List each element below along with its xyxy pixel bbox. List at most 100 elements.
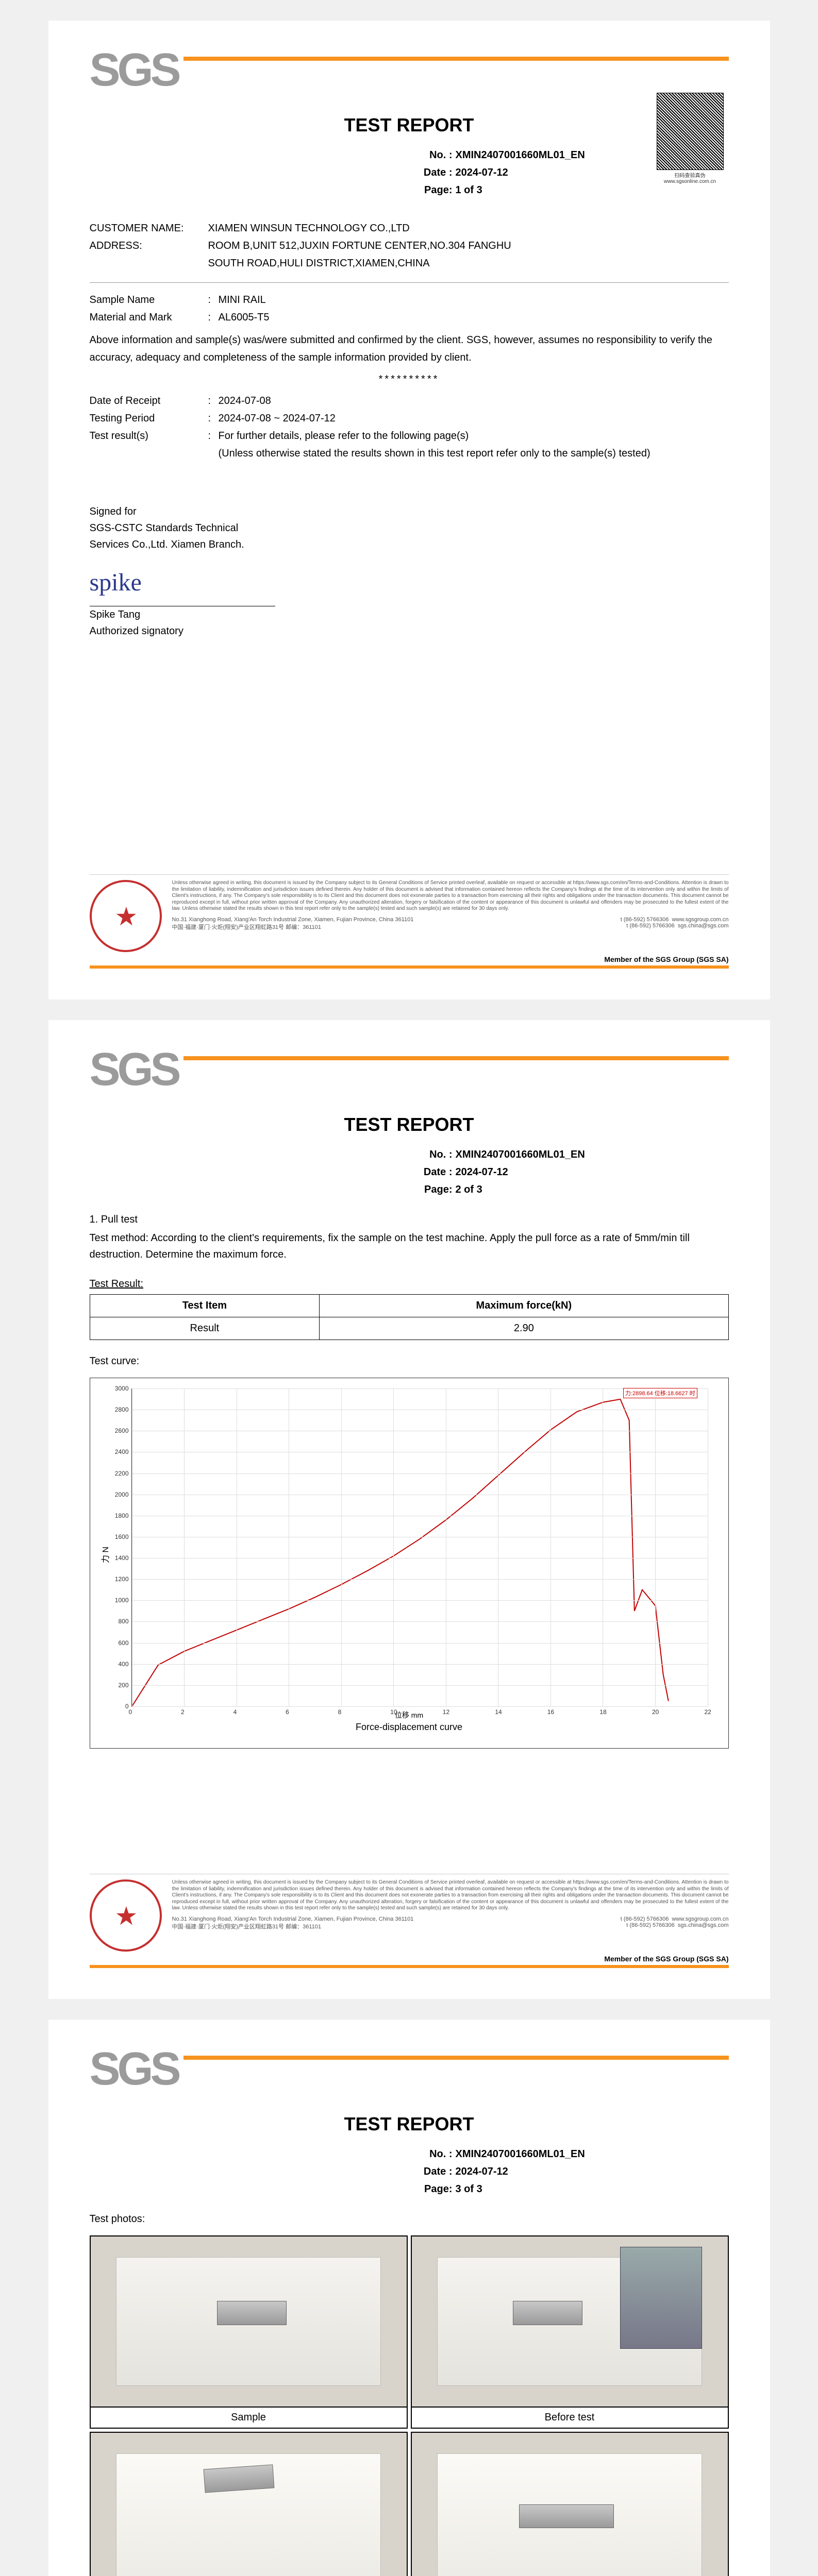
test-curve-label: Test curve: bbox=[90, 1355, 729, 1367]
test-result-label: Test Result: bbox=[90, 1278, 729, 1290]
report-date: 2024-07-12 bbox=[456, 164, 508, 181]
footer-addr: No.31 Xianghong Road, Xiang'An Torch Ind… bbox=[172, 1916, 729, 1930]
qr-code bbox=[657, 93, 724, 170]
sample-name: MINI RAIL bbox=[219, 291, 729, 309]
chart-plot-area: 0200400600800100012001400160018002000220… bbox=[131, 1388, 708, 1707]
photo-cell-after2: After test bbox=[411, 2432, 729, 2576]
footer-addr-cn: 中国·福建·厦门·火炬(翔安)产业区翔虹路31号 邮编：361101 bbox=[172, 1922, 414, 1930]
company-seal-icon bbox=[90, 880, 162, 952]
footer-right: Unless otherwise agreed in writing, this… bbox=[172, 1879, 729, 1930]
sig-org2: Services Co.,Ltd. Xiamen Branch. bbox=[90, 536, 729, 553]
footer-tel1: t (86-592) 5766306 bbox=[621, 917, 669, 923]
footer-web: www.sgsgroup.com.cn bbox=[672, 1916, 728, 1922]
header-meta: No. :XMIN2407001660ML01_EN Date :2024-07… bbox=[409, 2145, 729, 2198]
report-page-2: SGS TEST REPORT No. :XMIN2407001660ML01_… bbox=[48, 1020, 770, 1999]
sample-disclaimer: Above information and sample(s) was/were… bbox=[90, 331, 729, 366]
report-no-label: No. : bbox=[409, 1146, 456, 1163]
photo-before bbox=[412, 2236, 728, 2406]
report-title: TEST REPORT bbox=[90, 2113, 729, 2135]
receipt-date: 2024-07-08 bbox=[219, 392, 729, 410]
footer-fine-print: Unless otherwise agreed in writing, this… bbox=[172, 1879, 729, 1912]
table-r2: 2.90 bbox=[320, 1317, 728, 1340]
logo-row: SGS bbox=[90, 52, 729, 89]
sig-name: Spike Tang bbox=[90, 606, 729, 623]
chart-x-label: 位移 mm bbox=[395, 1710, 423, 1720]
report-page-3: SGS TEST REPORT No. :XMIN2407001660ML01_… bbox=[48, 2020, 770, 2576]
footer-right: Unless otherwise agreed in writing, this… bbox=[172, 880, 729, 931]
report-page-1: SGS TEST REPORT No. :XMIN2407001660ML01_… bbox=[48, 21, 770, 999]
chart-caption: Force-displacement curve bbox=[90, 1722, 728, 1733]
report-page-label: Page: bbox=[409, 181, 456, 199]
photo-sample bbox=[91, 2236, 407, 2406]
photo-cap-0: Sample bbox=[91, 2406, 407, 2428]
header-meta: No. :XMIN2407001660ML01_EN Date :2024-07… bbox=[409, 1146, 729, 1198]
customer-name-label: CUSTOMER NAME: bbox=[90, 219, 208, 237]
sample-name-label: Sample Name bbox=[90, 291, 208, 309]
result-label: Test result(s) bbox=[90, 427, 208, 445]
sample-block: Sample Name:MINI RAIL Material and Mark:… bbox=[90, 282, 729, 462]
report-no: XMIN2407001660ML01_EN bbox=[456, 1146, 585, 1163]
footer-tel1: t (86-592) 5766306 bbox=[621, 1916, 669, 1922]
period-label: Testing Period bbox=[90, 410, 208, 427]
photo-grid: Sample Before test After test After test bbox=[90, 2235, 729, 2576]
photo-cap-1: Before test bbox=[412, 2406, 728, 2428]
test-method: Test method: According to the client's r… bbox=[90, 1230, 729, 1263]
logo-row: SGS bbox=[90, 2050, 729, 2088]
table-h2: Maximum force(kN) bbox=[320, 1295, 728, 1317]
header-orange-bar bbox=[183, 1056, 729, 1060]
chart-peak-label: 力:2898.64 位移:18.6627 时 bbox=[623, 1388, 697, 1398]
qr-caption: 扫码查验真伪www.sgsonline.com.cn bbox=[652, 171, 729, 184]
report-page: 2 of 3 bbox=[456, 1181, 482, 1198]
pull-test-heading: 1. Pull test bbox=[90, 1214, 729, 1226]
company-seal-icon bbox=[90, 1879, 162, 1952]
customer-addr-label: ADDRESS: bbox=[90, 237, 208, 255]
footer-addr-en: No.31 Xianghong Road, Xiang'An Torch Ind… bbox=[172, 1916, 414, 1922]
sig-script: spike bbox=[90, 563, 729, 603]
header-orange-bar bbox=[183, 57, 729, 61]
footer-member: Member of the SGS Group (SGS SA) bbox=[90, 955, 729, 963]
footer-tel2: t (86-592) 5766306 bbox=[626, 1922, 675, 1928]
footer: Unless otherwise agreed in writing, this… bbox=[90, 1874, 729, 1968]
photo-cell-after1: After test bbox=[90, 2432, 408, 2576]
report-no-label: No. : bbox=[409, 2145, 456, 2163]
footer-orange-bar bbox=[90, 1965, 729, 1968]
footer-member: Member of the SGS Group (SGS SA) bbox=[90, 1955, 729, 1963]
report-page: 3 of 3 bbox=[456, 2180, 482, 2198]
report-date: 2024-07-12 bbox=[456, 2163, 508, 2180]
chart-y-label: 力 N bbox=[98, 1547, 111, 1563]
footer: Unless otherwise agreed in writing, this… bbox=[90, 874, 729, 969]
footer-addr: No.31 Xianghong Road, Xiang'An Torch Ind… bbox=[172, 917, 729, 931]
report-page-label: Page: bbox=[409, 2180, 456, 2198]
report-title: TEST REPORT bbox=[90, 1114, 729, 1136]
report-no-label: No. : bbox=[409, 146, 456, 164]
photo-after1 bbox=[91, 2433, 407, 2576]
footer-fine-print: Unless otherwise agreed in writing, this… bbox=[172, 880, 729, 912]
customer-block: CUSTOMER NAME:XIAMEN WINSUN TECHNOLOGY C… bbox=[90, 219, 729, 272]
result-text1: For further details, please refer to the… bbox=[219, 427, 729, 445]
separator: ********** bbox=[90, 370, 729, 388]
header-orange-bar bbox=[183, 2056, 729, 2060]
customer-name: XIAMEN WINSUN TECHNOLOGY CO.,LTD bbox=[208, 219, 729, 237]
report-date-label: Date : bbox=[409, 2163, 456, 2180]
test-photos-heading: Test photos: bbox=[90, 2213, 729, 2225]
footer-email: sgs.china@sgs.com bbox=[678, 923, 729, 929]
footer-orange-bar bbox=[90, 965, 729, 969]
report-page: 1 of 3 bbox=[456, 181, 482, 199]
photo-cell-sample: Sample bbox=[90, 2235, 408, 2429]
report-date-label: Date : bbox=[409, 1163, 456, 1181]
footer-tel2: t (86-592) 5766306 bbox=[626, 923, 675, 929]
period: 2024-07-08 ~ 2024-07-12 bbox=[219, 410, 729, 427]
customer-addr1: ROOM B,UNIT 512,JUXIN FORTUNE CENTER,NO.… bbox=[208, 237, 729, 255]
report-page-label: Page: bbox=[409, 1181, 456, 1198]
footer-email: sgs.china@sgs.com bbox=[678, 1922, 729, 1928]
photo-after2 bbox=[412, 2433, 728, 2576]
curve-line bbox=[132, 1388, 708, 1706]
result-text2: (Unless otherwise stated the results sho… bbox=[219, 445, 729, 462]
report-no: XMIN2407001660ML01_EN bbox=[456, 146, 585, 164]
customer-addr2: SOUTH ROAD,HULI DISTRICT,XIAMEN,CHINA bbox=[208, 255, 729, 272]
sample-mat: AL6005-T5 bbox=[219, 309, 729, 326]
sgs-logo: SGS bbox=[90, 1051, 178, 1088]
sig-for: Signed for bbox=[90, 503, 729, 520]
footer-addr-cn: 中国·福建·厦门·火炬(翔安)产业区翔虹路31号 邮编：361101 bbox=[172, 923, 414, 931]
report-date: 2024-07-12 bbox=[456, 1163, 508, 1181]
